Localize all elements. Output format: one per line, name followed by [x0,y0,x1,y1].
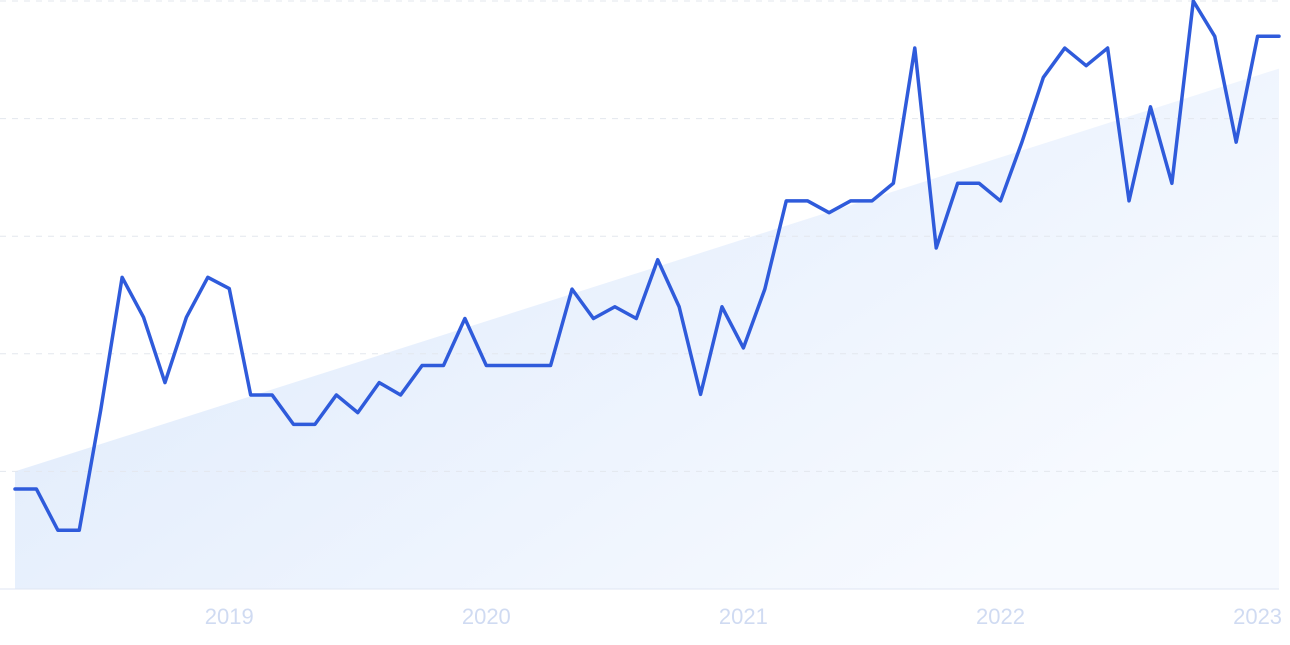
x-tick-label: 2022 [976,604,1025,629]
x-tick-label: 2019 [205,604,254,629]
trend-line [13,0,1281,532]
x-tick-label: 2021 [719,604,768,629]
trend-area [15,68,1279,590]
x-tick-label: 2020 [462,604,511,629]
x-tick-label: 2023 [1233,604,1282,629]
